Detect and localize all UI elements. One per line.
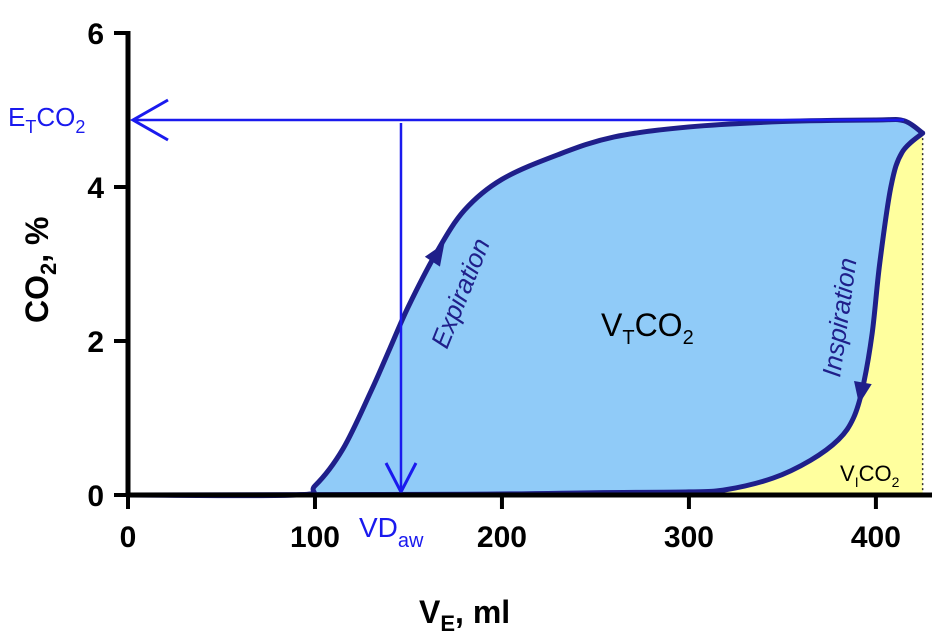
x-tick-label: 400 (851, 521, 901, 554)
expiration-direction-arrow (424, 243, 445, 267)
etco2-label: ETCO2 (8, 102, 85, 137)
vtco2-label: VTCO2 (601, 307, 694, 349)
x-axis-title: VE, ml (419, 594, 510, 636)
axes: 0 100 200 300 400 0 2 4 6 (87, 18, 932, 554)
x-tick-label: 200 (477, 521, 527, 554)
inspiration-direction-arrow (853, 380, 872, 405)
etco2-arrowhead (129, 98, 169, 142)
tidal-co2-area (128, 119, 923, 496)
inspired-co2-area (128, 133, 923, 495)
y-tick-label: 2 (87, 326, 104, 359)
vico2-label: VICO2 (840, 461, 900, 490)
y-axis-title: CO2, % (19, 217, 61, 323)
y-tick-label: 6 (87, 18, 104, 51)
vdaw-arrowhead (384, 462, 418, 496)
x-tick-label: 0 (120, 521, 137, 554)
y-tick-label: 4 (87, 172, 104, 205)
x-tick-label: 100 (290, 521, 340, 554)
x-tick-label: 300 (664, 521, 714, 554)
vdaw-label: VDaw (359, 512, 424, 552)
y-tick-label: 0 (87, 480, 104, 513)
